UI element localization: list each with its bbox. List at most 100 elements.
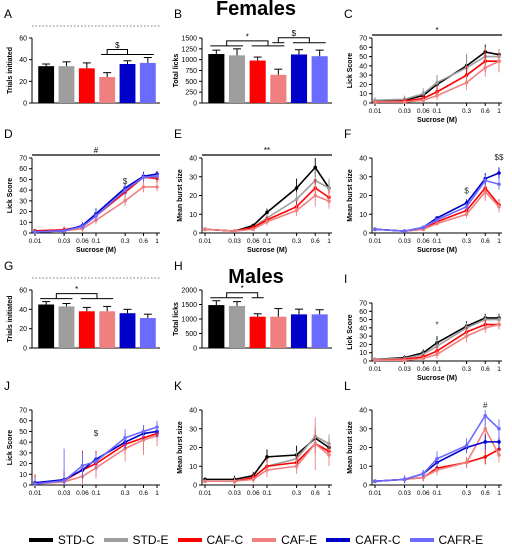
point-cafre (80, 463, 85, 468)
point-cafre (123, 436, 127, 440)
significance-label: * (435, 26, 438, 35)
y-tick-label: 10 (19, 472, 27, 479)
x-tick-label: 0.01 (29, 490, 42, 497)
legend-item-cafre: CAFR-E (409, 533, 483, 547)
y-tick-label: 30 (359, 426, 367, 433)
x-tick-label: 0.01 (199, 238, 212, 245)
bar-stde (58, 306, 75, 348)
y-tick-label: 500 (185, 331, 197, 338)
point-stde (294, 197, 299, 202)
x-tick-label: 1 (497, 238, 501, 245)
point-cafe (232, 479, 237, 484)
sig-bracket (226, 292, 259, 298)
x-tick-label: 0.1 (432, 108, 441, 115)
bar-stdc (208, 305, 225, 348)
y-tick-label: 30 (359, 73, 367, 80)
point-cafe (313, 193, 318, 198)
sig-bracket (277, 37, 310, 43)
y-tick-label: 0 (193, 101, 197, 108)
y-tick-label: 50 (19, 429, 27, 436)
x-tick-label: 0.3 (121, 490, 130, 497)
y-tick-label: 30 (189, 174, 197, 181)
point-cafe (497, 204, 501, 209)
bar-cafre (311, 56, 328, 103)
legend-swatch-cafrc (326, 538, 351, 542)
point-cafe (265, 219, 269, 224)
y-tick-label: 10 (359, 464, 367, 471)
y-tick-label: 20 (19, 461, 27, 468)
point-cafre (421, 471, 426, 476)
x-tick-label: 0.06 (417, 108, 430, 115)
x-tick-label: 1 (155, 238, 159, 245)
point-cafe (265, 468, 269, 472)
x-tick-label: 0.1 (262, 238, 271, 245)
point-cafre (483, 178, 488, 183)
y-tick-label: 0 (363, 101, 367, 108)
x-tick-label: 0.03 (58, 238, 71, 245)
x-tick-label: 0.3 (462, 108, 471, 115)
x-tick-label: 1 (155, 490, 159, 497)
point-cafre (497, 182, 501, 187)
point-cafe (483, 65, 488, 70)
y-tick-label: 60 (359, 45, 367, 52)
panel-letter-c: C (344, 7, 353, 21)
point-cafe (483, 426, 488, 431)
bar-cafc (78, 311, 95, 348)
panel-letter-k: K (174, 379, 182, 393)
y-axis-label: Mean burst size (177, 421, 184, 474)
point-cafre (123, 188, 127, 192)
point-cafre (373, 227, 377, 232)
sig-bracket (226, 40, 269, 46)
point-cafe (373, 358, 377, 362)
x-tick-label: 0.6 (481, 366, 490, 373)
x-tick-label: 0.03 (228, 490, 241, 497)
panel-b: B 0 250 500 750 1000 1250 1500 Total licks * $ (173, 7, 332, 108)
panel-l: L 0 10 20 30 40 Mean burst size 0.01 0.03 0.06 0.1… (344, 379, 502, 497)
x-tick-label: 0.06 (417, 490, 430, 497)
y-tick-label: 0 (23, 231, 27, 238)
y-tick-label: 0 (363, 231, 367, 238)
y-tick-label: 30 (19, 198, 27, 205)
sig-label: $ (292, 29, 297, 38)
y-tick-label: 0 (193, 483, 197, 490)
point-annotation: # (483, 401, 488, 410)
y-tick-label: 30 (359, 174, 367, 181)
x-tick-label: 0.1 (432, 238, 441, 245)
y-tick-label: 1250 (181, 46, 197, 53)
y-tick-label: 10 (359, 91, 367, 98)
legend-item-stde: STD-E (103, 533, 169, 547)
point-stdc (265, 455, 269, 459)
point-cafrc (497, 440, 501, 444)
legend-item-cafrc: CAFR-C (326, 533, 401, 547)
legend-label-cafc: CAF-C (206, 533, 244, 547)
bar-stde (58, 66, 75, 103)
y-tick-label: 20 (359, 342, 367, 349)
panel-letter-h: H (174, 259, 183, 273)
legend-swatch-stdc (28, 538, 53, 542)
bar-stde (228, 55, 246, 103)
y-tick-label: 0 (193, 346, 197, 353)
y-tick-label: 50 (19, 177, 27, 184)
y-tick-label: 30 (189, 426, 197, 433)
bar-cafc (78, 68, 95, 103)
point-cafe (497, 59, 501, 64)
point-cafe (141, 185, 146, 189)
point-cafe (313, 441, 318, 446)
x-tick-label: 0.06 (247, 490, 260, 497)
point-cafre (62, 478, 66, 483)
x-axis-label: Sucrose (M) (76, 247, 116, 254)
y-tick-label: 70 (359, 301, 367, 308)
y-tick-label: 60 (19, 36, 27, 43)
y-tick-label: 30 (19, 450, 27, 457)
point-cafe (123, 199, 127, 203)
y-axis-label: Trials initiated (7, 295, 14, 342)
y-tick-label: 40 (359, 325, 367, 332)
x-tick-label: 1 (497, 490, 501, 497)
panel-letter-j: J (4, 379, 10, 393)
x-tick-label: 0.03 (58, 490, 71, 497)
y-tick-label: 750 (185, 68, 197, 75)
x-tick-label: 1 (497, 366, 501, 373)
point-cafrc (497, 171, 501, 175)
sig-bracket (106, 49, 128, 55)
